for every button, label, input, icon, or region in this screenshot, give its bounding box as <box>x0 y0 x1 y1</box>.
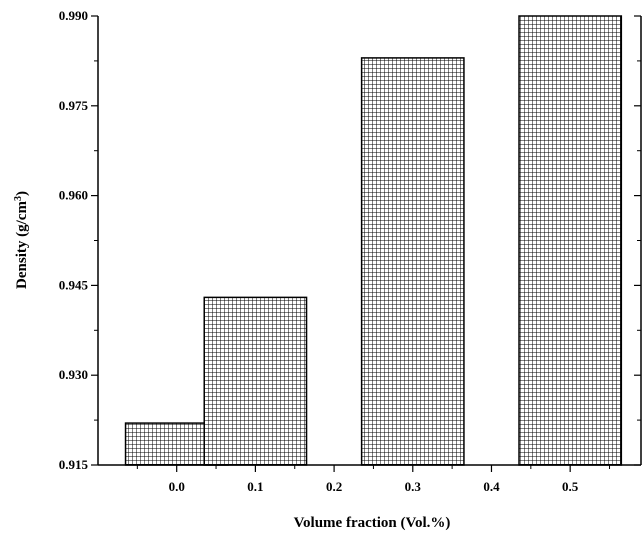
axes <box>91 15 642 472</box>
bar-2 <box>360 57 465 466</box>
x-axis-title: Volume fraction (Vol.%) <box>294 515 451 531</box>
y-tick-label: 0.915 <box>59 457 89 472</box>
bar-1 <box>203 296 308 466</box>
y-tick-label: 0.960 <box>59 188 88 203</box>
tick-labels: 0.915 0.930 0.945 0.960 0.975 0.990 0.0 0.1 0.2 0… <box>59 8 579 494</box>
bar-3 <box>518 15 623 466</box>
x-tick-label: 0.1 <box>247 479 263 494</box>
y-axis-title-superscript: 3 <box>13 196 24 201</box>
y-axis-title-main: Density (g/cm <box>14 201 30 289</box>
x-tick-label: 0.0 <box>169 479 185 494</box>
y-tick-label: 0.975 <box>59 98 89 113</box>
y-tick-label: 0.990 <box>59 8 88 23</box>
x-tick-label: 0.5 <box>562 479 579 494</box>
x-tick-label: 0.4 <box>483 479 500 494</box>
y-tick-label: 0.930 <box>59 367 88 382</box>
y-tick-label: 0.945 <box>59 277 89 292</box>
x-tick-label: 0.2 <box>326 479 342 494</box>
y-axis-title-close: ) <box>14 191 30 196</box>
x-tick-label: 0.3 <box>405 479 422 494</box>
bars <box>124 15 623 466</box>
y-axis-title: Density (g/cm3) <box>13 191 31 289</box>
